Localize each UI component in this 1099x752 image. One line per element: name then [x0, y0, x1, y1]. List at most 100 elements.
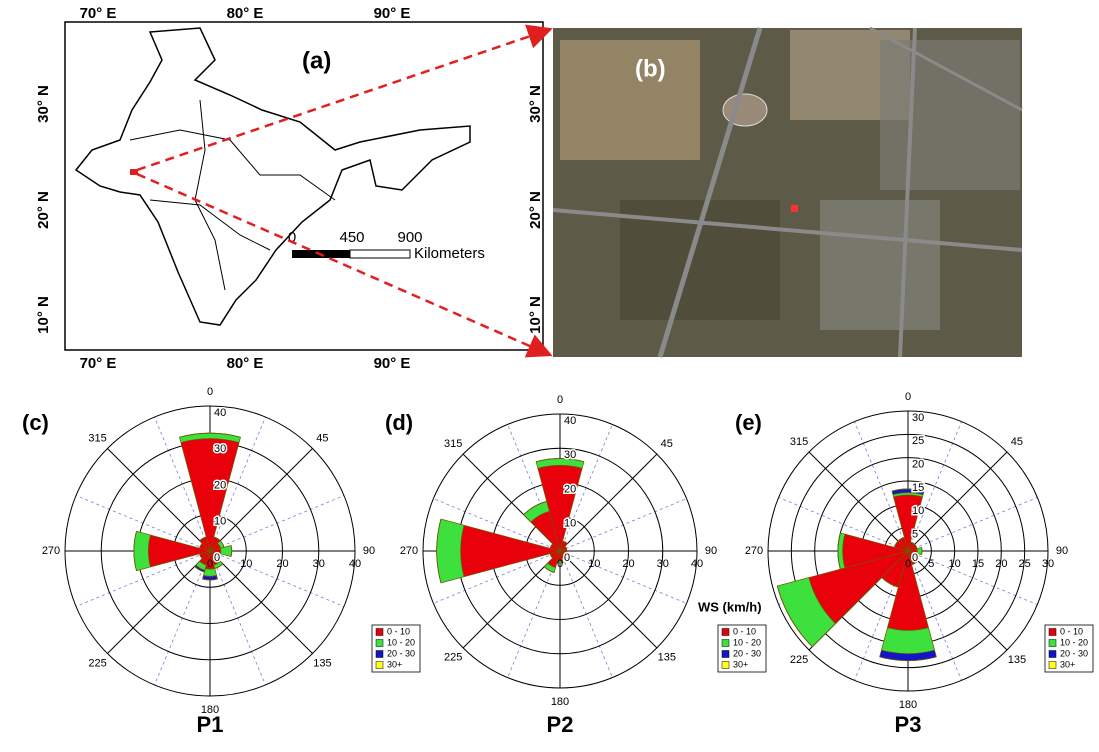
legend-swatch	[376, 651, 383, 658]
spoke	[210, 551, 313, 654]
r-tick-label: 40	[214, 407, 226, 419]
spoke	[560, 551, 657, 648]
r-tick-label: 10	[588, 558, 600, 570]
legend-label: 30+	[387, 659, 402, 669]
angle-label: 90	[705, 545, 717, 557]
r-tick-label: 30	[912, 412, 924, 424]
r-tick-label: 10	[912, 505, 924, 517]
lat-tick: 30° N	[35, 85, 52, 123]
angle-label: 270	[400, 545, 418, 557]
r-tick-label: 20	[214, 479, 226, 491]
r-tick-label: 5	[912, 529, 918, 541]
chart-title: P2	[547, 712, 574, 737]
panel-label: (c)	[22, 410, 49, 435]
r-tick-label: 25	[1019, 558, 1031, 570]
lat-tick: 10° N	[527, 296, 544, 334]
lat-tick: 30° N	[527, 85, 544, 123]
r-tick-label: 0	[557, 558, 563, 570]
legend-swatch	[376, 640, 383, 647]
scale-bar	[350, 250, 410, 258]
scale-unit: Kilometers	[414, 245, 485, 262]
panel-label: (b)	[635, 55, 666, 82]
angle-label: 135	[313, 657, 331, 669]
wedge	[181, 439, 239, 551]
r-tick-label: 10	[240, 558, 252, 570]
legend-swatch	[722, 629, 729, 636]
r-tick-label: 30	[214, 443, 226, 455]
r-tick-label: 30	[1042, 558, 1054, 570]
legend-label: 0 - 10	[1060, 626, 1083, 636]
scale-label: 450	[339, 229, 364, 246]
lat-tick: 20° N	[35, 191, 52, 229]
angle-label: 225	[444, 652, 462, 664]
angle-label: 135	[1008, 654, 1026, 666]
r-tick-label: 30	[657, 558, 669, 570]
r-tick-label: 0	[564, 552, 570, 564]
angle-label: 315	[444, 438, 462, 450]
r-tick-label: 0	[905, 558, 911, 570]
legend-label: 30+	[1060, 659, 1075, 669]
legend-swatch	[722, 640, 729, 647]
r-tick-label: 5	[928, 558, 934, 570]
legend-label: 10 - 20	[1060, 637, 1088, 647]
r-tick-label: 20	[276, 558, 288, 570]
legend-swatch	[722, 651, 729, 658]
chart-title: P3	[895, 712, 922, 737]
legend-label: 20 - 30	[1060, 648, 1088, 658]
figure: 0 450 900 Kilometers (a) 70° E 80° E 90°…	[0, 0, 1099, 747]
r-tick-label: 40	[564, 415, 576, 427]
legend-label: 30+	[733, 659, 748, 669]
legend-label: 0 - 10	[733, 626, 756, 636]
legend-label: 20 - 30	[733, 648, 761, 658]
angle-label: 315	[88, 432, 106, 444]
satellite-image	[553, 28, 1022, 357]
angle-label: 0	[557, 394, 563, 406]
lon-tick: 90° E	[374, 5, 411, 22]
wedge	[437, 519, 464, 583]
site-marker	[130, 169, 138, 175]
chart-title: P1	[197, 712, 224, 737]
lon-tick: 80° E	[227, 355, 264, 372]
angle-label: 270	[42, 545, 60, 557]
r-tick-label: 0	[214, 552, 220, 564]
panel-label: (a)	[302, 47, 331, 74]
r-tick-label: 30	[313, 558, 325, 570]
angle-label: 45	[1011, 436, 1023, 448]
legend-label: 10 - 20	[387, 637, 415, 647]
angle-label: 0	[905, 391, 911, 403]
legend-label: 0 - 10	[387, 626, 410, 636]
r-tick-label: 25	[912, 435, 924, 447]
angle-label: 270	[745, 545, 763, 557]
r-tick-label: 15	[912, 482, 924, 494]
r-tick-label: 10	[564, 518, 576, 530]
r-tick-label: 15	[972, 558, 984, 570]
lon-tick: 80° E	[227, 5, 264, 22]
angle-label: 90	[363, 545, 375, 557]
lat-tick: 20° N	[527, 191, 544, 229]
r-tick-label: 10	[949, 558, 961, 570]
angle-label: 45	[316, 432, 328, 444]
panel-label: (e)	[735, 410, 762, 435]
r-tick-label: 20	[564, 483, 576, 495]
angle-label: 45	[661, 438, 673, 450]
legend-swatch	[722, 662, 729, 669]
legend-title: WS (km/h)	[698, 599, 762, 614]
angle-label: 135	[658, 652, 676, 664]
angle-label: 90	[1056, 545, 1068, 557]
r-tick-label: 0	[207, 558, 213, 570]
angle-label: 315	[790, 436, 808, 448]
legend-swatch	[1049, 651, 1056, 658]
r-tick-label: 10	[214, 516, 226, 528]
legend-swatch	[376, 629, 383, 636]
lon-tick: 70° E	[80, 5, 117, 22]
lon-tick: 70° E	[80, 355, 117, 372]
scale-label: 900	[397, 229, 422, 246]
angle-label: 225	[88, 657, 106, 669]
legend-swatch	[376, 662, 383, 669]
r-tick-label: 20	[995, 558, 1007, 570]
lat-tick: 10° N	[35, 296, 52, 334]
angle-label: 0	[207, 386, 213, 398]
angle-label: 225	[790, 654, 808, 666]
angle-label: 180	[899, 699, 917, 711]
legend-label: 20 - 30	[387, 648, 415, 658]
